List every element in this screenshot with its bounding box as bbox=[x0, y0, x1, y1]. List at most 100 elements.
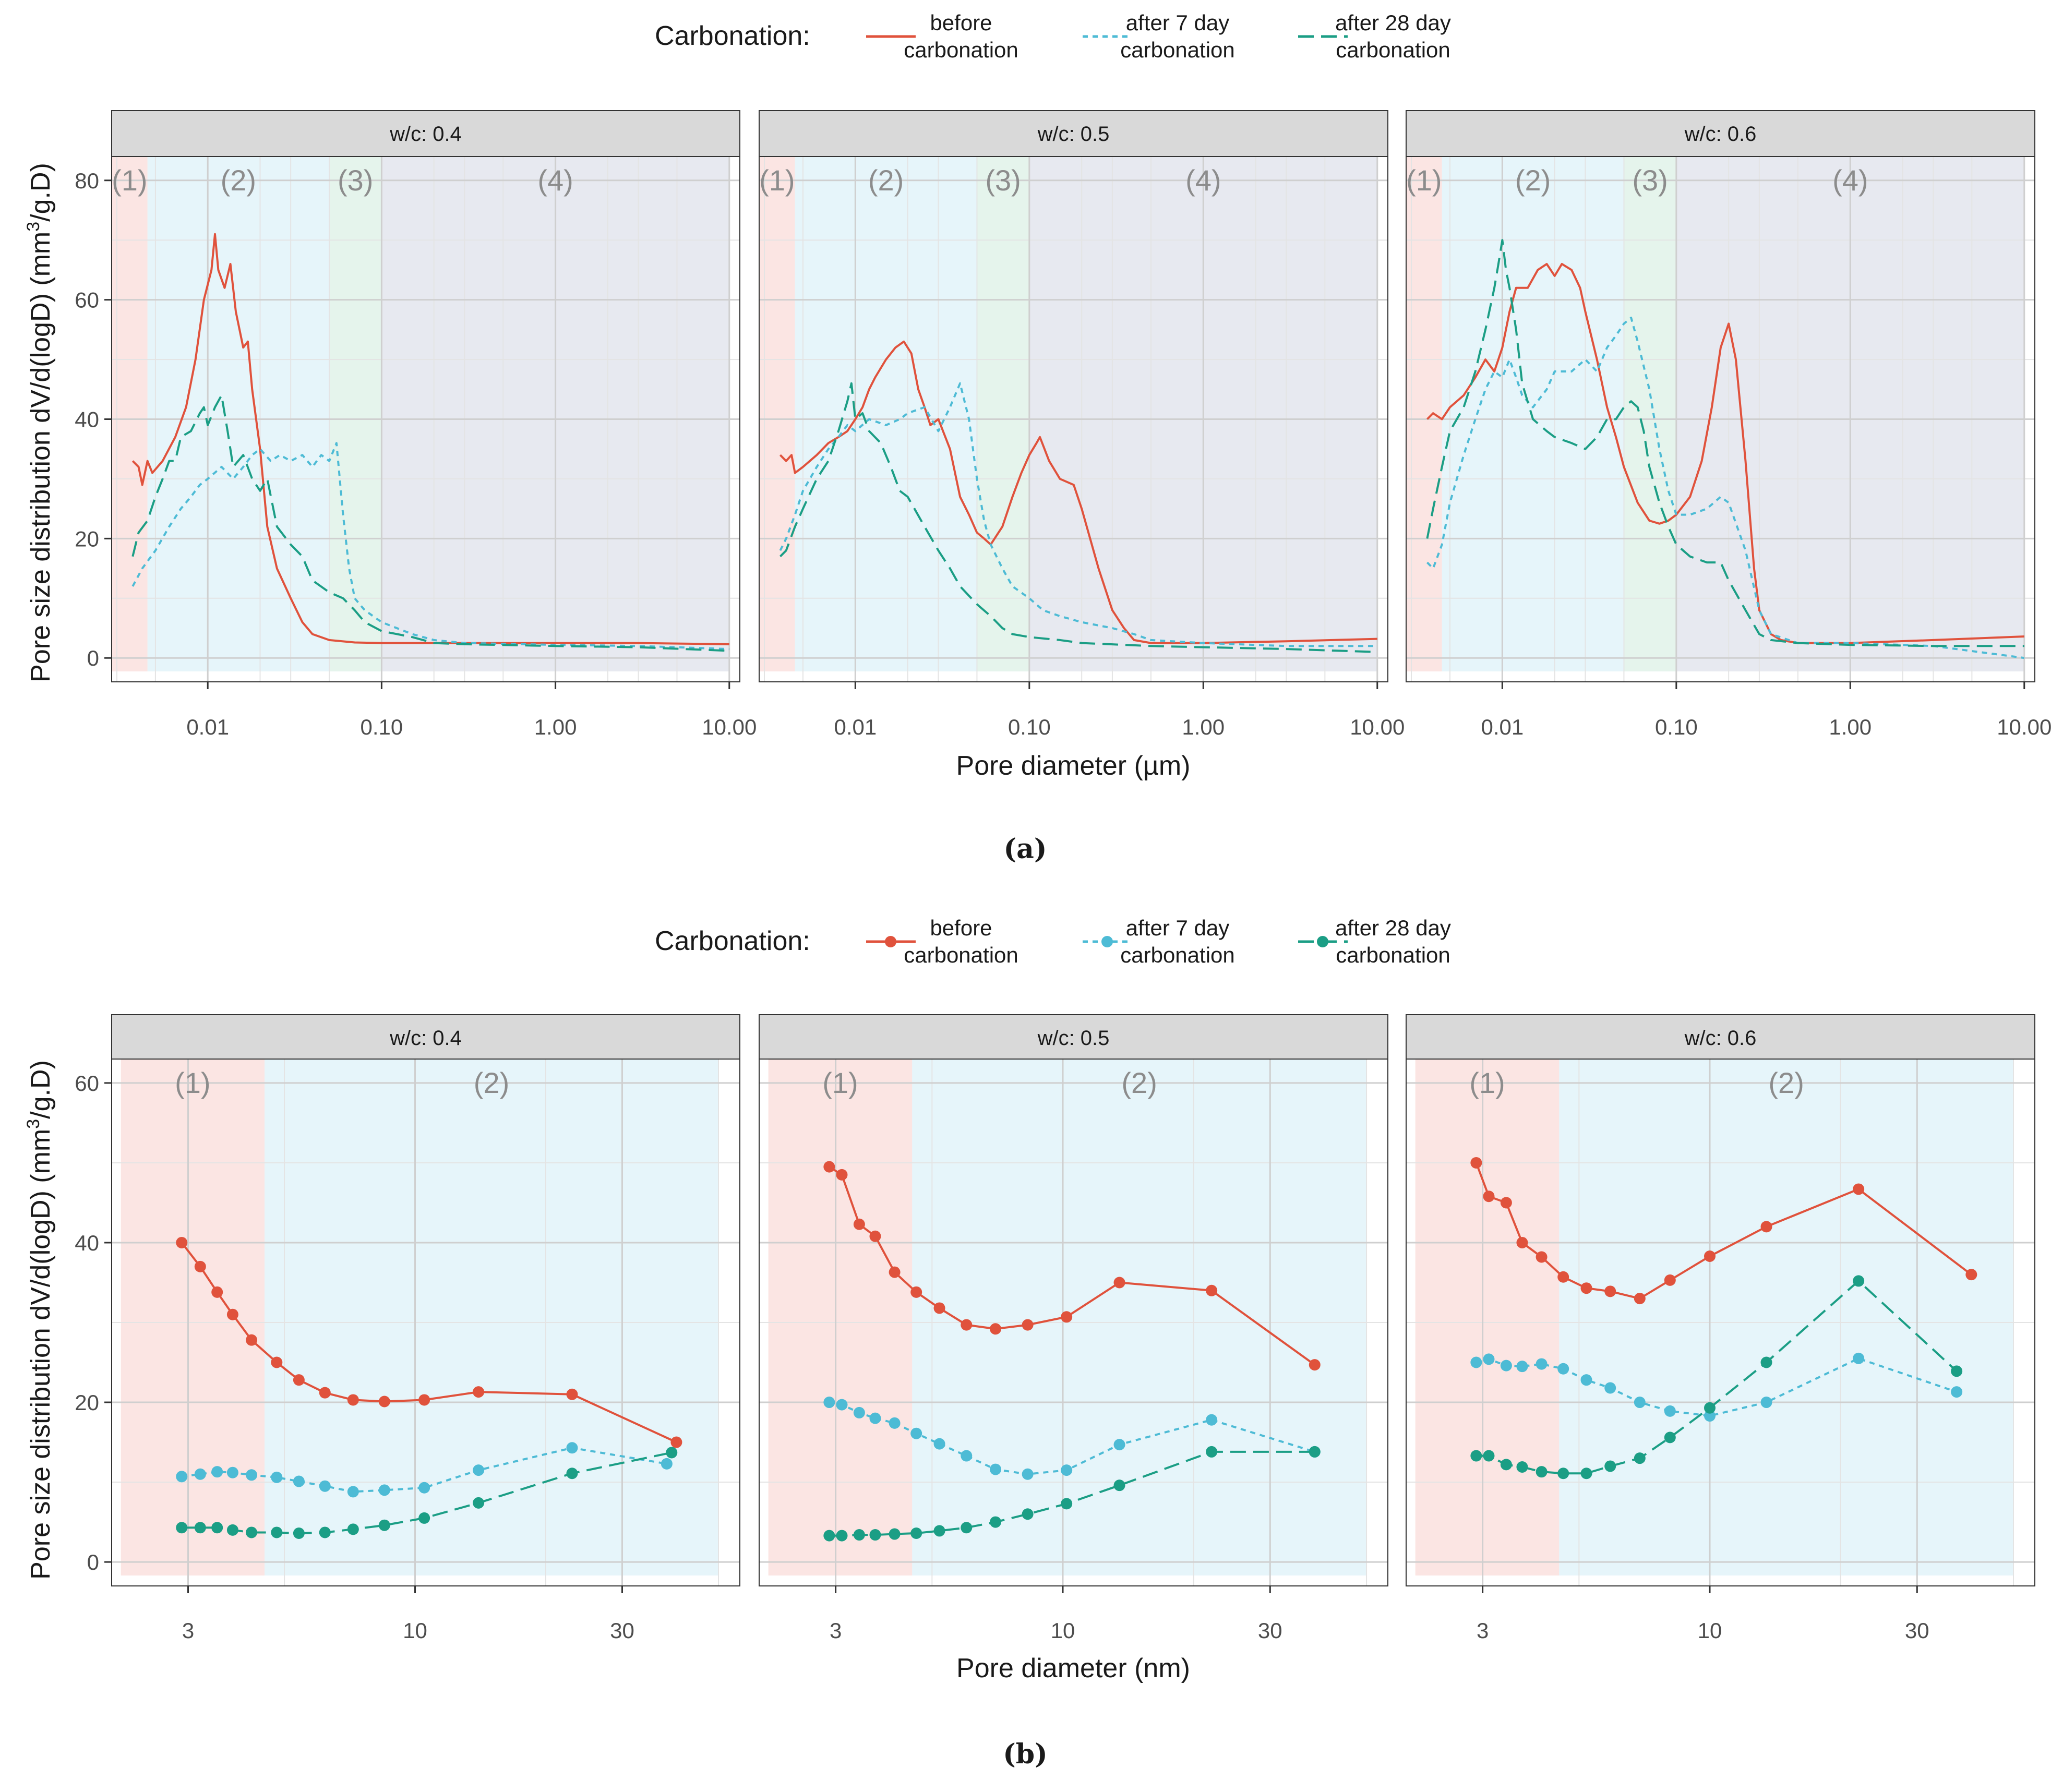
data-point bbox=[1664, 1405, 1676, 1417]
data-point bbox=[961, 1450, 973, 1462]
legend-label: after 7 day bbox=[1126, 10, 1229, 35]
data-point bbox=[836, 1399, 848, 1411]
data-point bbox=[933, 1302, 945, 1314]
data-point bbox=[836, 1169, 848, 1181]
facet-strip bbox=[759, 110, 1388, 157]
data-point bbox=[1500, 1360, 1512, 1372]
data-point bbox=[889, 1266, 901, 1278]
series bbox=[779, 382, 1377, 647]
y-axis-label: Pore size distribution dV/d(logD) (mm3/g… bbox=[23, 1060, 56, 1580]
data-point bbox=[1113, 1277, 1125, 1289]
x-tick-label: 1.00 bbox=[534, 715, 577, 739]
data-point bbox=[1536, 1251, 1548, 1263]
region-band bbox=[768, 1059, 913, 1575]
data-point bbox=[1580, 1282, 1592, 1294]
data-point bbox=[823, 1397, 835, 1409]
panel: w/c: 0.5 (1) (2) 3 10 30 bbox=[759, 1014, 1388, 1643]
data-point bbox=[347, 1394, 359, 1406]
data-point bbox=[211, 1286, 223, 1298]
region-band bbox=[759, 157, 795, 671]
series-line bbox=[131, 394, 729, 652]
data-point bbox=[194, 1468, 206, 1480]
region-label: (1) bbox=[1406, 164, 1442, 197]
series-line bbox=[1475, 1162, 1972, 1300]
data-point bbox=[823, 1530, 835, 1542]
region-label: (2) bbox=[221, 164, 256, 197]
region-label: (2) bbox=[868, 164, 904, 197]
data-point bbox=[194, 1522, 206, 1534]
region-label: (2) bbox=[1121, 1066, 1157, 1099]
series bbox=[176, 1236, 682, 1448]
data-point bbox=[473, 1497, 485, 1509]
figure-caption: (a) bbox=[1004, 833, 1047, 865]
region-band bbox=[147, 157, 330, 671]
data-point bbox=[418, 1394, 430, 1406]
data-point bbox=[1061, 1464, 1073, 1476]
data-point bbox=[1853, 1275, 1865, 1287]
series bbox=[176, 1442, 673, 1498]
data-point bbox=[566, 1388, 578, 1400]
region-band bbox=[1559, 1059, 2014, 1575]
legend-label: carbonation bbox=[904, 943, 1018, 967]
region-label: (1) bbox=[175, 1066, 210, 1099]
data-point bbox=[226, 1308, 238, 1320]
region-label: (1) bbox=[112, 164, 147, 197]
series bbox=[131, 233, 729, 645]
data-point bbox=[1470, 1157, 1482, 1169]
data-point bbox=[246, 1469, 258, 1481]
facet-strip-label: w/c: 0.5 bbox=[1037, 123, 1110, 146]
data-point bbox=[869, 1230, 881, 1242]
x-tick-label: 10 bbox=[403, 1618, 427, 1643]
legend-item: after 28 day carbonation bbox=[1298, 916, 1451, 967]
data-point bbox=[293, 1475, 305, 1487]
data-point bbox=[271, 1471, 283, 1483]
region-band bbox=[329, 157, 382, 671]
region-label: (3) bbox=[338, 164, 373, 197]
data-point bbox=[319, 1387, 331, 1399]
facet-strip bbox=[1406, 110, 2035, 157]
data-point bbox=[853, 1218, 865, 1230]
data-point bbox=[1557, 1271, 1569, 1283]
x-tick-label: 1.00 bbox=[1829, 715, 1872, 739]
panel: w/c: 0.6 (1) (2) (3) (4) 0.01 0.10 1.00 10.00 bbox=[1406, 110, 2051, 739]
data-point bbox=[1113, 1480, 1125, 1492]
panel-border bbox=[111, 1059, 740, 1586]
data-point bbox=[271, 1526, 283, 1538]
panel: w/c: 0.5 (1) (2) (3) (4) 0.01 0.10 1.00 10.00 bbox=[759, 110, 1405, 739]
y-tick-label: 60 bbox=[75, 288, 99, 312]
data-point bbox=[1604, 1285, 1616, 1297]
data-point bbox=[910, 1427, 922, 1439]
data-point bbox=[990, 1323, 1002, 1335]
data-point bbox=[1483, 1353, 1495, 1365]
series-line bbox=[131, 442, 729, 651]
data-point bbox=[1951, 1386, 1963, 1398]
legend-label: after 7 day bbox=[1126, 916, 1229, 940]
series-line bbox=[1426, 263, 2024, 644]
panel: w/c: 0.6 (1) (2) 3 10 30 bbox=[1406, 1014, 2035, 1643]
series-line bbox=[779, 340, 1377, 644]
x-tick-label: 10.00 bbox=[1997, 715, 2051, 739]
data-point bbox=[1500, 1197, 1512, 1209]
data-point bbox=[1536, 1358, 1548, 1370]
series bbox=[823, 1446, 1321, 1542]
data-point bbox=[347, 1523, 359, 1535]
data-point bbox=[1516, 1361, 1528, 1373]
data-point bbox=[246, 1334, 258, 1346]
facet-strip bbox=[111, 110, 740, 157]
region-band bbox=[1624, 157, 1676, 671]
data-point bbox=[1309, 1446, 1321, 1458]
data-point bbox=[853, 1529, 865, 1541]
series bbox=[176, 1447, 678, 1539]
series bbox=[1470, 1352, 1963, 1422]
data-point bbox=[1634, 1293, 1646, 1305]
data-point bbox=[869, 1412, 881, 1424]
data-point bbox=[1760, 1221, 1772, 1233]
region-label: (2) bbox=[474, 1066, 509, 1099]
data-point bbox=[1557, 1363, 1569, 1375]
region-band bbox=[265, 1059, 719, 1575]
legend-label: before bbox=[930, 10, 992, 35]
data-point bbox=[293, 1374, 305, 1386]
legend-label: carbonation bbox=[1336, 38, 1450, 62]
data-point bbox=[1061, 1498, 1073, 1510]
